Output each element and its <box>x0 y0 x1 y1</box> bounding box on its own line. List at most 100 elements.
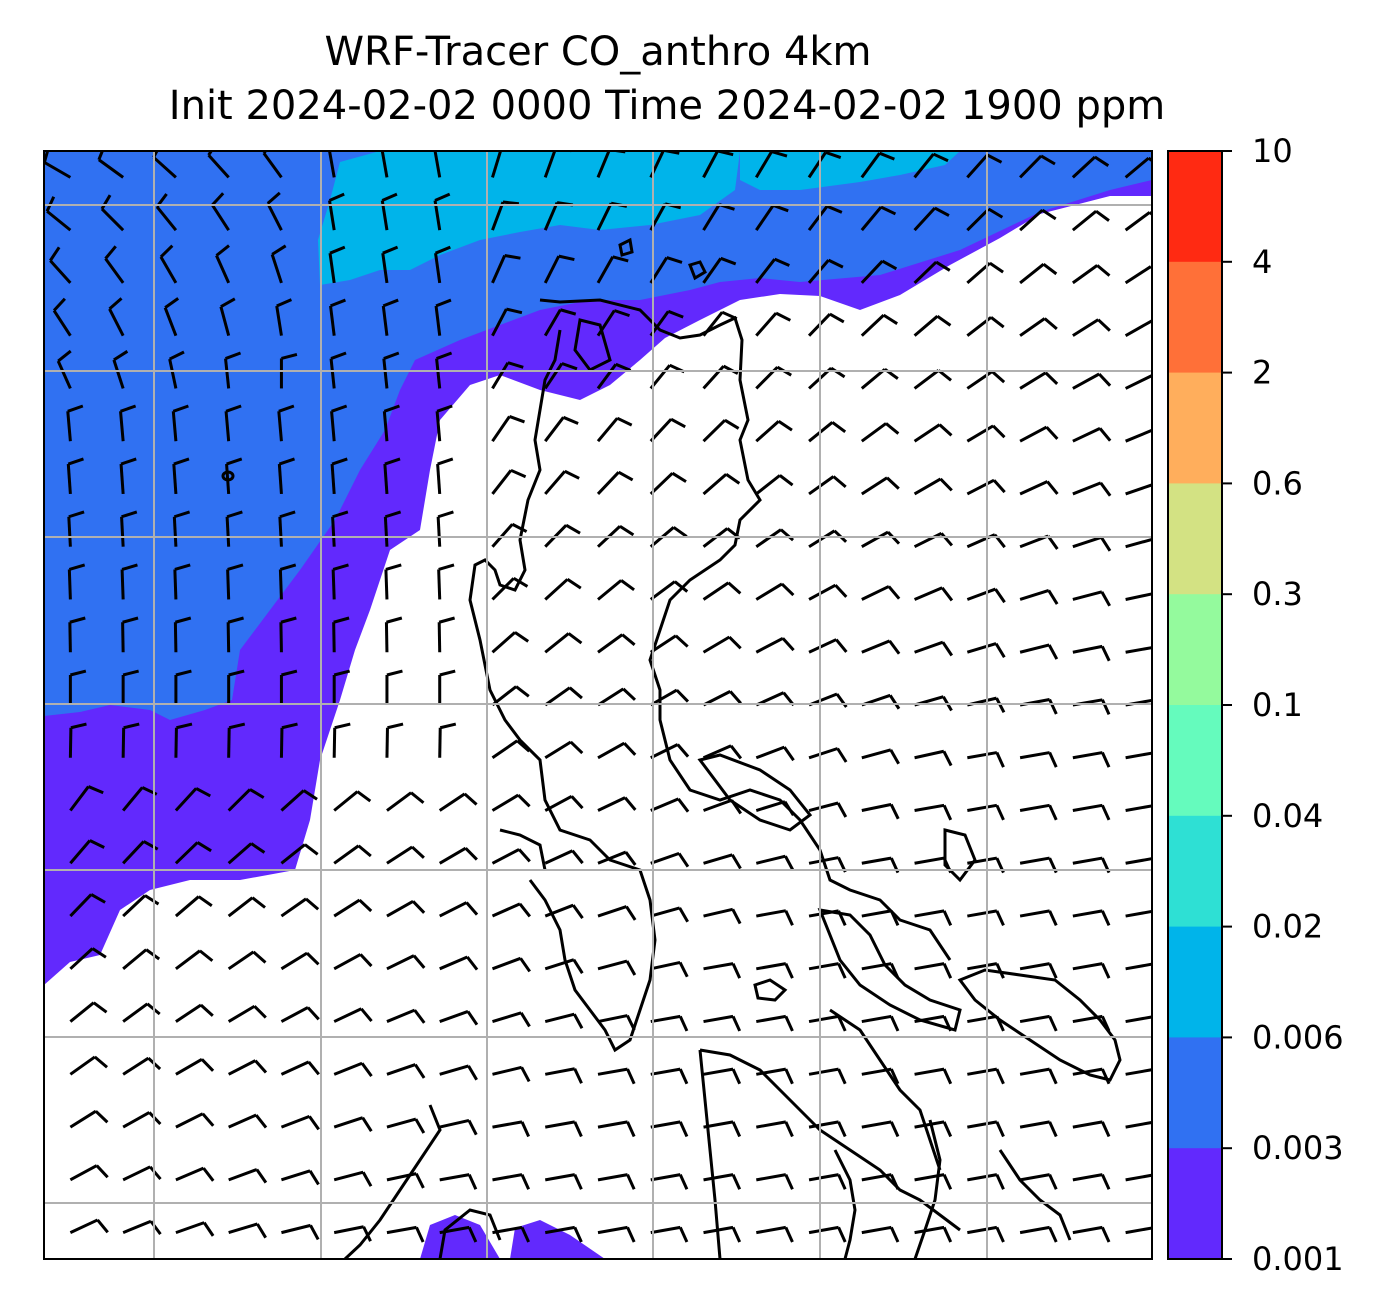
wind-barb-flag <box>195 787 211 798</box>
wind-barb <box>543 151 557 178</box>
wind-barb <box>491 151 503 178</box>
wind-barb <box>228 1168 258 1182</box>
wind-barb <box>913 586 943 601</box>
wind-barb <box>1071 155 1096 179</box>
wind-barb <box>861 1173 892 1182</box>
wind-barb-flag <box>331 404 348 413</box>
wind-barb <box>967 751 998 760</box>
wind-barb <box>967 1014 998 1024</box>
wind-barb-flag <box>202 1167 215 1182</box>
wind-barb <box>69 893 93 918</box>
wind-barb-flag <box>411 900 426 914</box>
wind-barb-flag <box>772 203 789 213</box>
wind-barb <box>173 569 178 600</box>
wind-barb <box>68 727 73 758</box>
wind-barb-flag <box>198 949 214 962</box>
wind-barb-flag <box>678 961 689 978</box>
wind-barb <box>1019 1014 1050 1024</box>
wind-barb <box>755 582 783 601</box>
wind-barb <box>1125 1068 1152 1076</box>
wind-barb-flag <box>520 1174 530 1190</box>
colorbar-tick-label: 0.1 <box>1252 686 1303 724</box>
wind-barb-flag <box>987 207 1004 219</box>
wind-barb <box>122 1111 151 1129</box>
wind-barb-flag <box>934 206 950 217</box>
wind-barb <box>543 362 564 390</box>
wind-barb-flag <box>256 1223 267 1239</box>
wind-barb <box>1019 909 1050 918</box>
wind-barb <box>807 151 827 179</box>
wind-barb <box>544 470 566 495</box>
wind-barb-flag <box>986 153 1003 164</box>
wind-barb-flag <box>385 563 402 571</box>
wind-barb-flag <box>359 953 373 968</box>
wind-barb <box>1072 318 1100 337</box>
wind-barb-flag <box>67 457 84 466</box>
wind-barb-flag <box>617 470 634 482</box>
wind-barb-flag <box>225 404 242 413</box>
wind-barb <box>175 1058 203 1076</box>
wind-barb-flag <box>438 563 455 571</box>
wind-barb <box>914 1173 945 1182</box>
wind-barb <box>491 201 505 231</box>
wind-barb-flag <box>382 141 397 148</box>
wind-barb-flag <box>304 843 319 856</box>
wind-barb-flag <box>228 669 245 677</box>
wind-barb-flag <box>96 1218 109 1234</box>
wind-barb <box>754 151 773 179</box>
wind-barb <box>1125 646 1152 654</box>
wind-barb-flag <box>568 686 583 700</box>
wind-barb <box>491 848 520 865</box>
wind-barb <box>808 529 836 548</box>
wind-barb <box>967 856 998 865</box>
concentration-patch-purple-south-2 <box>510 1220 605 1259</box>
wind-barb-flag <box>626 1121 636 1138</box>
wind-barb <box>597 1067 628 1076</box>
colorbar-tick-label: 2 <box>1252 354 1272 392</box>
wind-barb-flag <box>1042 263 1058 276</box>
wind-barb-flag <box>990 316 1005 329</box>
wind-barb-flag <box>626 1174 636 1190</box>
wind-barb <box>597 579 623 601</box>
wind-barb-flag <box>1155 858 1162 873</box>
wind-barb-flag <box>278 404 295 413</box>
wind-barb-flag <box>940 586 954 602</box>
wind-barb <box>1072 856 1103 865</box>
wind-barb <box>702 690 731 707</box>
gridlines <box>44 151 1152 1259</box>
wind-barb <box>69 1218 99 1234</box>
wind-barb-flag <box>989 261 1004 274</box>
wind-barb <box>597 741 625 760</box>
wind-barb-flag <box>383 351 400 360</box>
wind-barb-flag <box>994 642 1006 659</box>
wind-barb <box>755 854 786 865</box>
wind-barb <box>69 1109 97 1129</box>
wind-barb <box>331 516 336 547</box>
wind-barb-flag <box>466 1010 479 1026</box>
wind-barb-flag <box>520 1121 530 1138</box>
wind-barb <box>491 956 522 971</box>
wind-barb-flag <box>1155 1175 1162 1190</box>
wind-barb-flag <box>435 298 452 308</box>
wind-barb <box>861 748 892 760</box>
wind-barb-flag <box>145 948 161 961</box>
wind-barb-flag <box>68 563 86 571</box>
wind-barb-flag <box>173 457 190 466</box>
wind-barb-flag <box>729 744 743 760</box>
wind-barb <box>219 306 231 337</box>
wind-barb <box>807 205 829 232</box>
wind-barb <box>1125 804 1152 813</box>
colorbar-tick-label: 0.04 <box>1252 797 1323 835</box>
wind-barb <box>650 743 679 760</box>
wind-barb <box>544 1012 575 1024</box>
wind-barb <box>650 1120 681 1129</box>
wind-barb <box>279 727 284 758</box>
wind-barb <box>439 1225 470 1235</box>
wind-barb-flag <box>309 1224 320 1241</box>
wind-barb <box>278 516 283 547</box>
wind-barb <box>808 638 837 654</box>
wind-barb-flag <box>724 418 740 430</box>
wind-barb <box>333 1116 364 1129</box>
wind-barb <box>386 1172 417 1182</box>
wind-barb-flag <box>1095 209 1110 222</box>
